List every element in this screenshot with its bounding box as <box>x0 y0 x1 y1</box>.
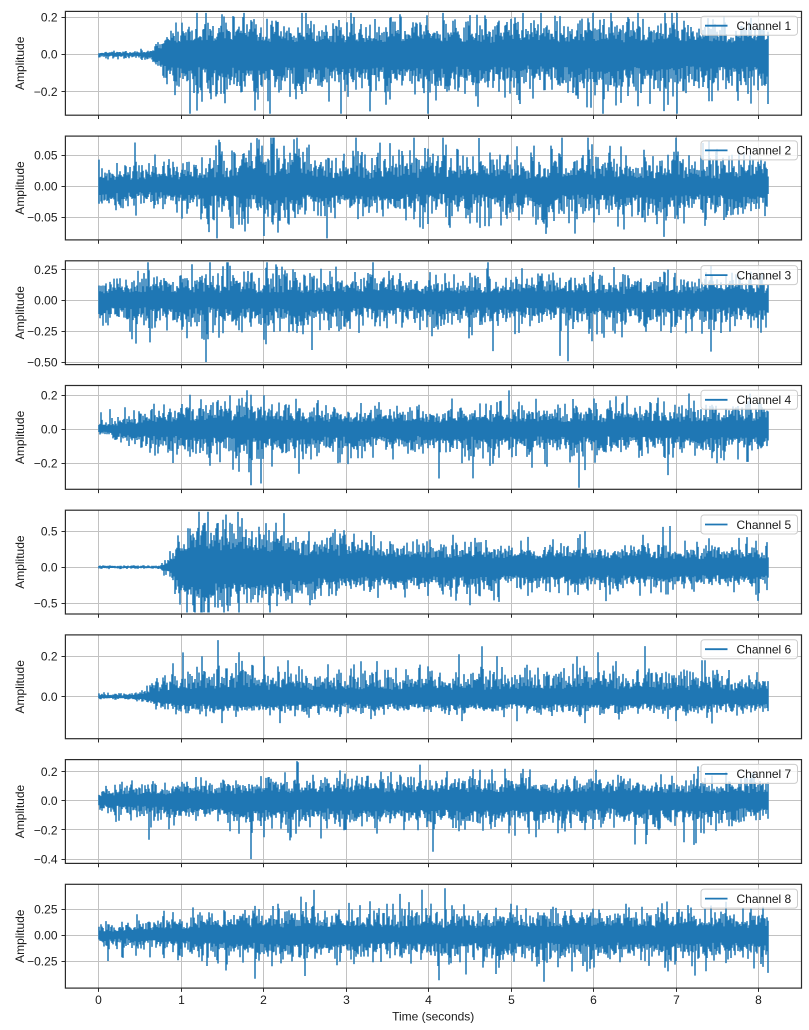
svg-text:1: 1 <box>178 993 185 1007</box>
svg-text:Channel 7: Channel 7 <box>737 767 792 781</box>
svg-text:Amplitude: Amplitude <box>13 410 27 464</box>
svg-text:0.0: 0.0 <box>41 560 58 574</box>
svg-text:0.00: 0.00 <box>34 928 58 942</box>
svg-text:−0.4: −0.4 <box>34 852 58 866</box>
svg-text:0.05: 0.05 <box>34 148 58 162</box>
svg-text:3: 3 <box>343 993 350 1007</box>
svg-text:0.0: 0.0 <box>41 794 58 808</box>
svg-text:0.2: 0.2 <box>41 650 58 664</box>
svg-text:0.2: 0.2 <box>41 389 58 403</box>
svg-text:Channel 6: Channel 6 <box>737 643 792 657</box>
svg-text:0.25: 0.25 <box>34 263 58 277</box>
svg-text:−0.05: −0.05 <box>27 211 58 225</box>
svg-text:Channel 2: Channel 2 <box>737 144 792 158</box>
svg-text:Amplitude: Amplitude <box>13 36 27 90</box>
svg-text:4: 4 <box>425 993 432 1007</box>
svg-text:Amplitude: Amplitude <box>13 161 27 215</box>
svg-text:−0.2: −0.2 <box>34 85 58 99</box>
svg-text:Amplitude: Amplitude <box>13 660 27 714</box>
svg-text:−0.5: −0.5 <box>34 596 58 610</box>
svg-text:Amplitude: Amplitude <box>13 909 27 963</box>
svg-text:−0.2: −0.2 <box>34 457 58 471</box>
svg-text:Channel 1: Channel 1 <box>737 19 792 33</box>
svg-text:0.00: 0.00 <box>34 180 58 194</box>
svg-text:0.0: 0.0 <box>41 48 58 62</box>
svg-text:−0.50: −0.50 <box>27 355 58 369</box>
svg-text:0.5: 0.5 <box>41 524 58 538</box>
svg-text:Channel 3: Channel 3 <box>737 268 792 282</box>
svg-text:Channel 5: Channel 5 <box>737 518 792 532</box>
svg-text:0.00: 0.00 <box>34 294 58 308</box>
svg-text:0.0: 0.0 <box>41 690 58 704</box>
svg-text:Amplitude: Amplitude <box>13 535 27 589</box>
svg-text:Channel 4: Channel 4 <box>737 393 792 407</box>
svg-text:Amplitude: Amplitude <box>13 785 27 839</box>
svg-text:0.2: 0.2 <box>41 765 58 779</box>
svg-text:5: 5 <box>508 993 515 1007</box>
svg-text:0.25: 0.25 <box>34 902 58 916</box>
svg-text:0.2: 0.2 <box>41 10 58 24</box>
svg-text:2: 2 <box>260 993 267 1007</box>
svg-text:−0.2: −0.2 <box>34 823 58 837</box>
svg-text:6: 6 <box>590 993 597 1007</box>
svg-text:8: 8 <box>755 993 762 1007</box>
svg-text:0.0: 0.0 <box>41 423 58 437</box>
svg-text:7: 7 <box>673 993 680 1007</box>
svg-text:−0.25: −0.25 <box>27 954 58 968</box>
svg-text:Amplitude: Amplitude <box>13 286 27 340</box>
svg-text:0: 0 <box>95 993 102 1007</box>
svg-text:Time (seconds): Time (seconds) <box>392 1010 474 1024</box>
svg-text:Channel 8: Channel 8 <box>737 892 792 906</box>
svg-text:−0.25: −0.25 <box>27 325 58 339</box>
